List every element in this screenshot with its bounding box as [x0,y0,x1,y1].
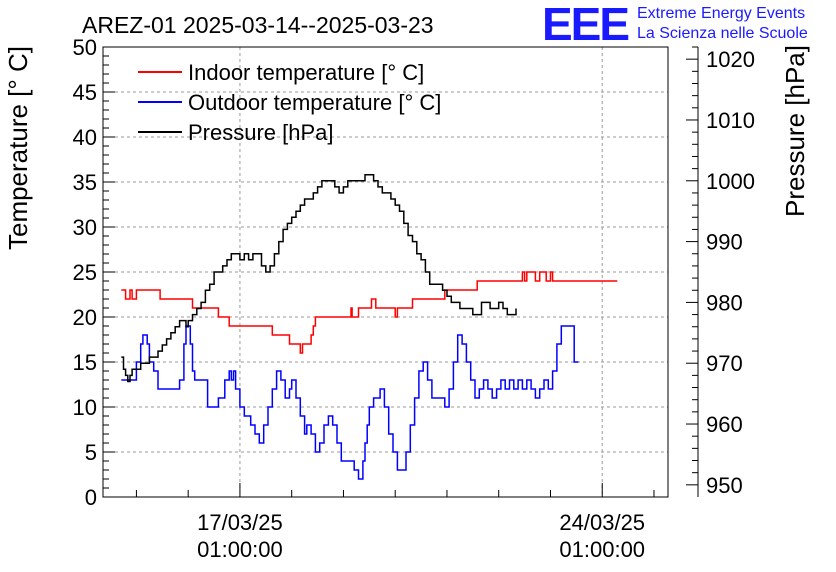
eee-logo-line2: La Scienza nelle Scuole [637,25,808,42]
left-axis-title: Temperature [° C] [3,46,33,250]
series-line-0 [121,271,618,354]
eee-logo-mark: EEE [542,0,628,50]
left-axis: 0 5 10 15 20 25 30 35 40 45 50 [73,35,115,510]
x-tick-time: 01:00:00 [559,537,645,562]
left-tick-label: 50 [73,35,97,60]
right-tick-label: 1010 [706,108,755,133]
x-tick-time: 01:00:00 [197,537,283,562]
right-tick-label: 990 [706,230,743,255]
right-tick-label: 960 [706,412,743,437]
left-tick-label: 20 [73,305,97,330]
right-tick-label: 1000 [706,169,755,194]
chart-title: AREZ-01 2025-03-14--2025-03-23 [82,12,434,38]
legend-label-0: Indoor temperature [° C] [188,60,424,85]
legend-label-2: Pressure [hPa] [188,120,334,145]
left-tick-label: 0 [85,485,97,510]
left-tick-label: 10 [73,395,97,420]
eee-logo: EEE Extreme Energy Events La Scienza nel… [542,0,808,50]
left-tick-label: 35 [73,170,97,195]
x-tick-date: 17/03/25 [197,510,283,535]
right-axis-title: Pressure [hPa] [780,45,810,217]
legend: Indoor temperature [° C] Outdoor temperat… [138,60,441,145]
x-tick-date: 24/03/25 [559,510,645,535]
right-axis: 950 960 970 980 990 1000 1010 1020 [686,46,755,498]
left-tick-label: 45 [73,80,97,105]
right-tick-label: 1020 [706,47,755,72]
left-tick-label: 15 [73,350,97,375]
right-tick-label: 970 [706,351,743,376]
series-line-2 [121,173,517,383]
eee-logo-line1: Extreme Energy Events [637,5,805,22]
right-tick-label: 950 [706,473,743,498]
series-lines [121,173,618,480]
series-line-1 [121,325,579,480]
right-tick-label: 980 [706,290,743,315]
left-tick-label: 40 [73,125,97,150]
legend-label-1: Outdoor temperature [° C] [188,90,441,115]
left-tick-label: 30 [73,215,97,240]
left-tick-label: 25 [73,260,97,285]
left-tick-label: 5 [85,440,97,465]
